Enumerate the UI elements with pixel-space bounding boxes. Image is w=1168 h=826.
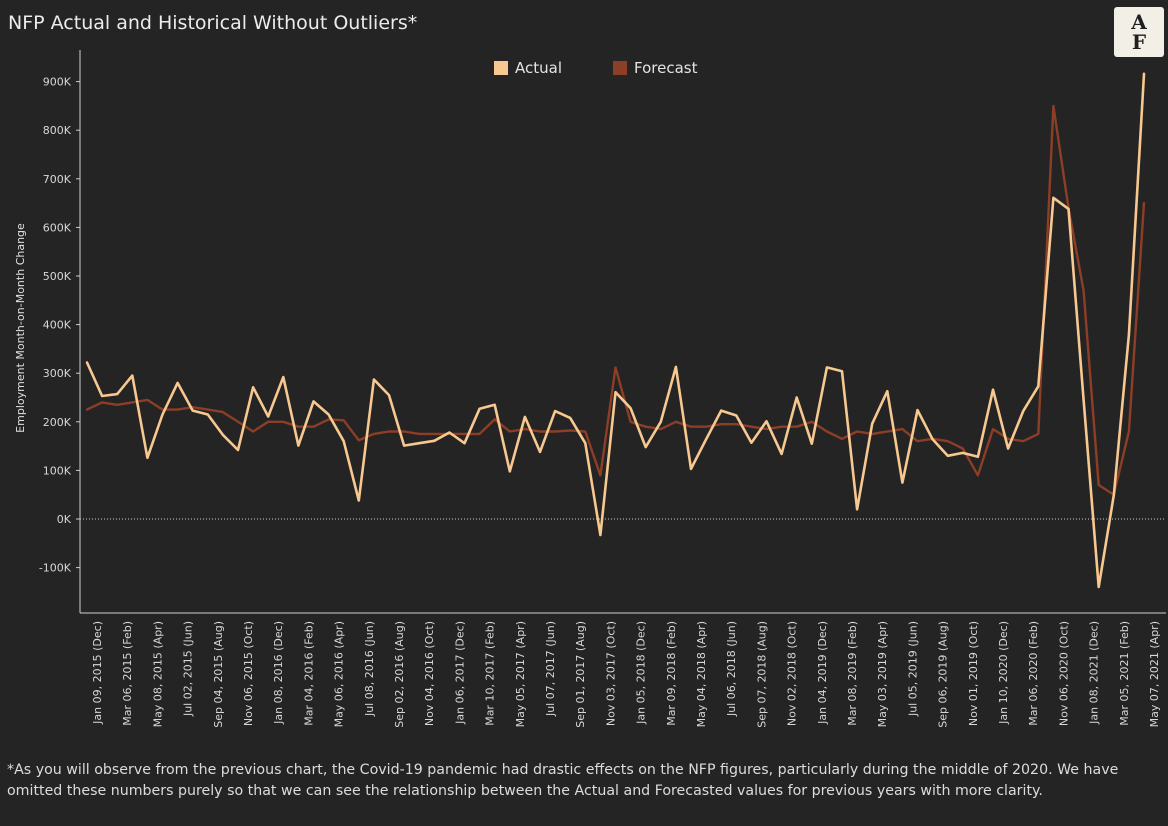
x-tick-label: Mar 09, 2018 (Feb)	[665, 621, 678, 726]
x-tick-label: Jan 08, 2021 (Dec)	[1088, 621, 1101, 725]
y-tick-label: 200K	[43, 416, 72, 429]
x-tick-label: Jan 08, 2016 (Dec)	[272, 621, 285, 725]
y-tick-label: 700K	[43, 173, 72, 186]
x-tick-label: Nov 06, 2015 (Oct)	[242, 621, 255, 726]
x-tick-label: Jul 05, 2019 (Jun)	[906, 621, 919, 717]
x-tick-label: Nov 03, 2017 (Oct)	[604, 621, 617, 726]
y-tick-label: -100K	[39, 562, 72, 575]
x-tick-label: Mar 05, 2021 (Feb)	[1118, 621, 1131, 726]
x-tick-label: Jan 04, 2019 (Dec)	[816, 621, 829, 725]
x-tick-label: May 08, 2015 (Apr)	[151, 621, 164, 727]
x-tick-label: Sep 04, 2015 (Aug)	[212, 621, 225, 728]
legend-actual-label: Actual	[515, 59, 562, 77]
legend-forecast-swatch	[613, 61, 627, 75]
y-tick-label: 100K	[43, 464, 72, 477]
x-tick-label: Jan 09, 2015 (Dec)	[91, 621, 104, 725]
y-tick-label: 600K	[43, 221, 72, 234]
legend-forecast[interactable]: Forecast	[613, 59, 697, 77]
legend-actual-swatch	[494, 61, 508, 75]
x-tick-label: Jul 02, 2015 (Jun)	[182, 621, 195, 717]
y-tick-label: 800K	[43, 124, 72, 137]
series-line-forecast	[85, 104, 1146, 496]
y-tick-label: 0K	[57, 513, 72, 526]
x-axis: Jan 09, 2015 (Dec) Mar 06, 2015 (Feb) May …	[80, 612, 1166, 728]
nfp-line-chart: -100K 0K 100K 200K 300K 400K 500K 600K 700K 800K 9…	[14, 50, 1166, 728]
y-axis: -100K 0K 100K 200K 300K 400K 500K 600K 700K 800K 9…	[39, 50, 1166, 613]
series-lines	[85, 72, 1146, 589]
x-tick-label: Mar 10, 2017 (Feb)	[484, 621, 497, 726]
x-tick-label: Mar 04, 2016 (Feb)	[302, 621, 315, 726]
x-tick-label: Jul 06, 2018 (Jun)	[725, 621, 738, 717]
x-tick-label: Nov 06, 2020 (Oct)	[1057, 621, 1070, 726]
y-tick-label: 400K	[43, 319, 72, 332]
legend-forecast-label: Forecast	[634, 59, 698, 77]
y-tick-label: 900K	[43, 76, 72, 89]
x-tick-label: May 05, 2017 (Apr)	[514, 621, 527, 727]
legend-actual[interactable]: Actual	[494, 59, 562, 77]
logo-letter-top: A	[1131, 10, 1147, 34]
x-tick-label: Jan 06, 2017 (Dec)	[453, 621, 466, 725]
x-tick-label: Jan 10, 2020 (Dec)	[997, 621, 1010, 725]
x-tick-label: Mar 08, 2019 (Feb)	[846, 621, 859, 726]
x-tick-label: Sep 06, 2019 (Aug)	[937, 621, 950, 728]
x-tick-label: Nov 02, 2018 (Oct)	[786, 621, 799, 726]
brand-logo: A F	[1114, 7, 1164, 57]
y-axis-label: Employment Month-on-Month Change	[14, 223, 27, 433]
x-tick-label: May 07, 2021 (Apr)	[1148, 621, 1161, 727]
x-tick-label: May 03, 2019 (Apr)	[876, 621, 889, 727]
x-tick-label: Nov 01, 2019 (Oct)	[967, 621, 980, 726]
footnote: *As you will observe from the previous c…	[7, 762, 1119, 799]
logo-letter-bottom: F	[1131, 30, 1147, 54]
x-tick-label: Sep 07, 2018 (Aug)	[755, 621, 768, 728]
x-tick-label: Sep 02, 2016 (Aug)	[393, 621, 406, 728]
x-tick-label: Sep 01, 2017 (Aug)	[574, 621, 587, 728]
x-tick-label: Mar 06, 2020 (Feb)	[1027, 621, 1040, 726]
chart-title: NFP Actual and Historical Without Outlie…	[8, 12, 418, 34]
x-tick-label: Jul 08, 2016 (Jun)	[363, 621, 376, 717]
series-line-actual	[85, 72, 1146, 589]
y-tick-label: 500K	[43, 270, 72, 283]
y-tick-label: 300K	[43, 367, 72, 380]
x-tick-label: May 06, 2016 (Apr)	[333, 621, 346, 727]
x-tick-label: May 04, 2018 (Apr)	[695, 621, 708, 727]
x-tick-label: Jul 07, 2017 (Jun)	[544, 621, 557, 717]
x-tick-label: Nov 04, 2016 (Oct)	[423, 621, 436, 726]
x-tick-label: Mar 06, 2015 (Feb)	[121, 621, 134, 726]
x-tick-label: Jan 05, 2018 (Dec)	[635, 621, 648, 725]
